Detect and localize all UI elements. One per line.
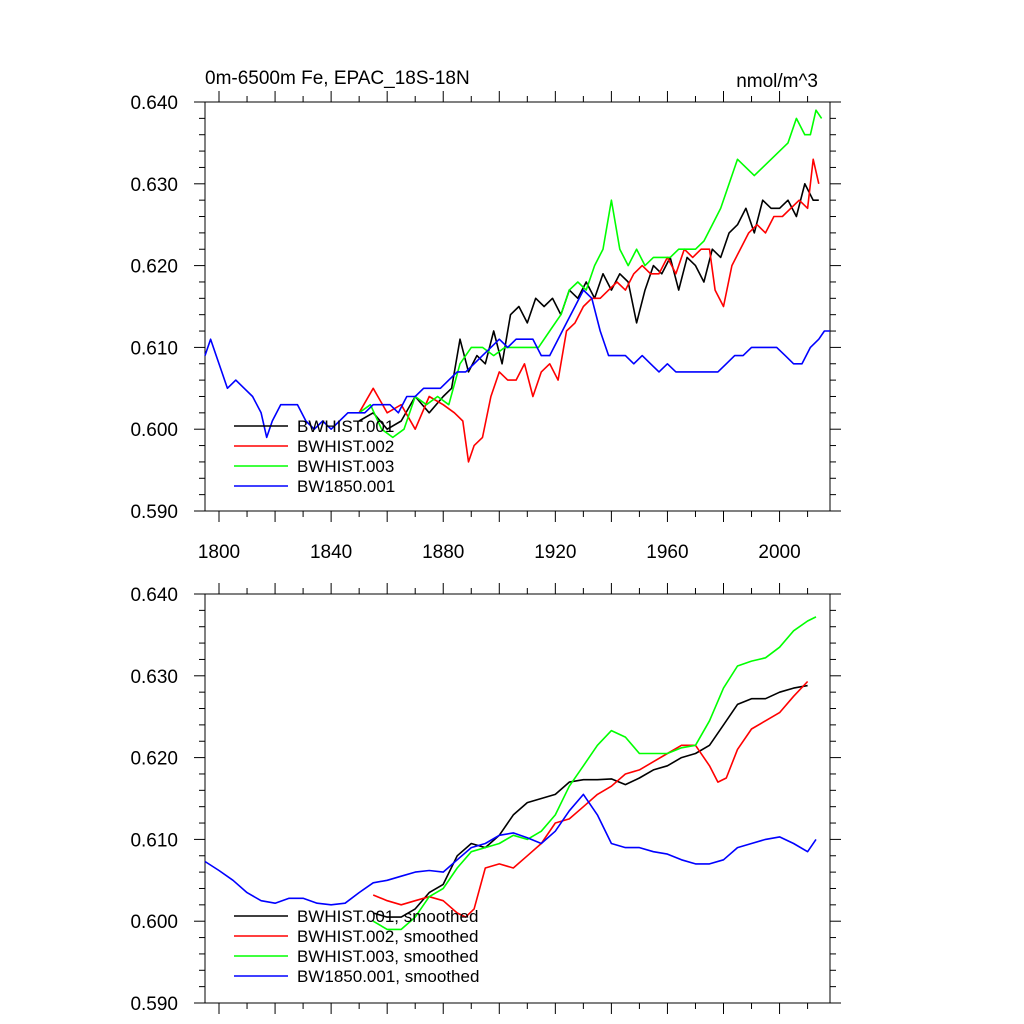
units-label: nmol/m^3 [736, 71, 818, 92]
y-tick-label: 0.600 [130, 912, 178, 933]
y-tick-label: 0.620 [130, 257, 178, 278]
legend-label: BWHIST.001, smoothed [297, 907, 478, 926]
legend-label: BWHIST.003 [297, 457, 394, 476]
plot-frame [204, 101, 831, 512]
legend-label: BWHIST.002, smoothed [297, 927, 478, 946]
x-tick-label: 1920 [534, 542, 576, 563]
top-panel: 0m-6500m Fe, EPAC_18S-18N nmol/m^3 0.590… [130, 68, 841, 563]
axis-ticks [194, 583, 841, 1014]
series-line-bwhist-001 [358, 183, 819, 431]
y-tick-label: 0.600 [130, 420, 178, 441]
series-group [204, 616, 817, 931]
y-tick-label: 0.590 [130, 502, 178, 523]
y-axis-labels: 0.590 0.600 0.610 0.620 0.630 0.640 [130, 93, 178, 523]
axis-ticks [194, 91, 841, 522]
legend-label: BW1850.001, smoothed [297, 967, 479, 986]
series-line-bwhist-003 [358, 109, 823, 439]
x-axis-labels: 1800 1840 1880 1920 1960 2000 [198, 542, 801, 563]
plot-frame [204, 593, 831, 1004]
y-tick-label: 0.640 [130, 585, 178, 606]
y-tick-label: 0.610 [130, 338, 178, 359]
series-line-bwhist-002 [358, 158, 820, 463]
series-line-bw1850-001-smoothed [204, 793, 817, 906]
y-tick-label: 0.610 [130, 830, 178, 851]
y-axis-labels: 0.590 0.600 0.610 0.620 0.630 0.640 [130, 585, 178, 1015]
x-tick-label: 1840 [310, 542, 352, 563]
series-line-bwhist-001-smoothed [372, 684, 808, 918]
x-tick-label: 2000 [758, 542, 800, 563]
x-tick-label: 1800 [198, 542, 240, 563]
y-tick-label: 0.630 [130, 175, 178, 196]
series-line-bwhist-002-smoothed [372, 680, 809, 918]
legend-label: BWHIST.001 [297, 417, 394, 436]
bottom-panel: 0.590 0.600 0.610 0.620 0.630 0.640 BWHIST.00… [130, 583, 841, 1015]
legend-label: BWHIST.002 [297, 437, 394, 456]
chart-title: 0m-6500m Fe, EPAC_18S-18N [205, 68, 470, 89]
x-tick-label: 1880 [422, 542, 464, 563]
series-group [204, 109, 830, 463]
series-line-bw1850-001 [204, 289, 830, 439]
x-tick-label: 1960 [646, 542, 688, 563]
legend-label: BW1850.001 [297, 477, 395, 496]
series-line-bwhist-003-smoothed [372, 616, 817, 931]
legend-label: BWHIST.003, smoothed [297, 947, 478, 966]
y-tick-label: 0.640 [130, 93, 178, 114]
y-tick-label: 0.590 [130, 994, 178, 1015]
y-tick-label: 0.630 [130, 667, 178, 688]
y-tick-label: 0.620 [130, 749, 178, 770]
